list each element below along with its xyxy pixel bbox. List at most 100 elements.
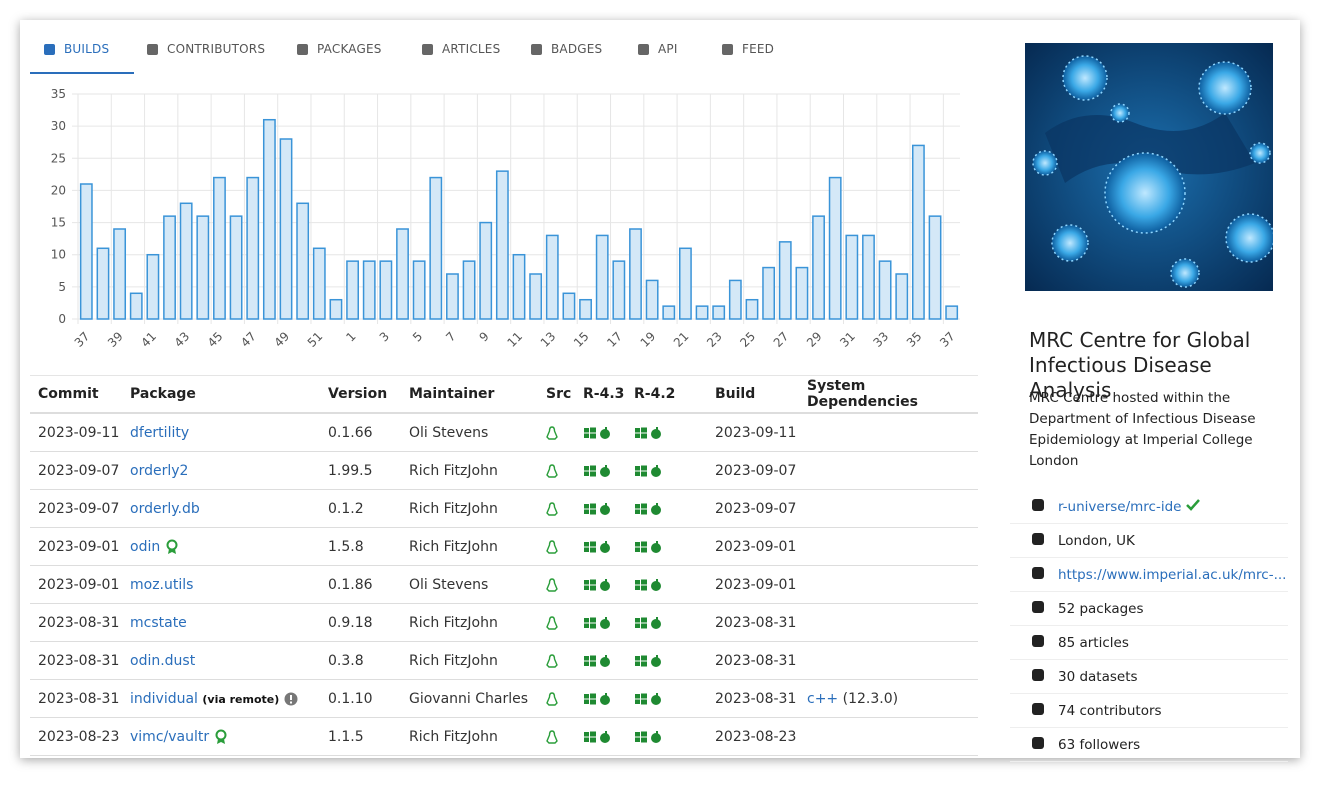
src-status: [538, 527, 575, 566]
bar: [562, 292, 576, 320]
package-link[interactable]: orderly.db: [130, 500, 200, 517]
version: 1.1.5: [320, 717, 401, 756]
src-status: [538, 603, 575, 642]
x-tick-label: 3: [377, 329, 392, 344]
info-text[interactable]: https://www.imperial.ac.uk/mrc-...: [1058, 566, 1287, 583]
tab-icon: [297, 43, 308, 55]
tab[interactable]: PACKAGES: [297, 42, 382, 56]
package-cell: vimc/vaultr: [122, 717, 320, 756]
bar: [679, 247, 692, 320]
x-tick-label: 31: [837, 329, 858, 350]
table-row: 2023-09-07 orderly2 1.99.5 Rich FitzJohn 202…: [30, 451, 978, 490]
x-tick-label: 25: [737, 329, 758, 350]
badge-icon: [166, 539, 178, 554]
package-link[interactable]: orderly2: [130, 462, 189, 479]
info-item: 63 followers: [1010, 728, 1288, 762]
x-tick-label: 43: [172, 329, 193, 350]
bar: [778, 241, 792, 320]
table-row: 2023-08-31 mcstate 0.9.18 Rich FitzJohn 2023…: [30, 603, 978, 642]
package-link[interactable]: dfertility: [130, 424, 190, 441]
table-row: 2023-08-31 odin.dust 0.3.8 Rich FitzJohn 202…: [30, 641, 978, 680]
tab-icon: [147, 43, 158, 55]
x-tick-label: 27: [771, 329, 792, 350]
x-tick-label: 23: [704, 329, 725, 350]
info-item: London, UK: [1010, 524, 1288, 558]
bar: [911, 144, 925, 320]
tab[interactable]: ARTICLES: [422, 42, 500, 56]
item-icon: [1032, 600, 1044, 613]
x-tick-label: 45: [205, 329, 226, 350]
table-row: 2023-08-23 vimc/vaultr 1.1.5 Rich FitzJohn…: [30, 717, 978, 756]
tab-icon: [722, 43, 733, 55]
r43-status: [575, 489, 626, 528]
bar: [163, 215, 176, 320]
tab[interactable]: FEED: [722, 42, 774, 56]
package-link[interactable]: odin: [130, 538, 161, 555]
os-icons: [635, 502, 661, 515]
info-item: 52 packages: [1010, 592, 1288, 626]
os-icons: [635, 540, 661, 553]
r42-status: [626, 565, 707, 604]
org-title: MRC Centre for Global Infectious Disease…: [1029, 328, 1251, 402]
src-status: [538, 565, 575, 604]
r42-status: [626, 489, 707, 528]
package-link[interactable]: vimc/vaultr: [130, 728, 210, 745]
tab[interactable]: API: [638, 42, 678, 56]
bar: [279, 138, 293, 320]
x-tick-label: 1: [343, 329, 358, 344]
maintainer: Oli Stevens: [401, 413, 538, 452]
bar: [612, 260, 626, 320]
commit-date: 2023-09-07: [30, 489, 122, 528]
x-tick-label: 19: [638, 329, 659, 350]
table-row: 2023-08-31 individual (via remote) 0.1.10…: [30, 679, 978, 718]
package-link[interactable]: odin.dust: [130, 652, 196, 669]
package-link[interactable]: individual: [130, 690, 198, 707]
x-tick-label: 51: [305, 329, 326, 350]
commit-date: 2023-09-01: [30, 565, 122, 604]
tab[interactable]: BADGES: [531, 42, 602, 56]
bar: [745, 298, 759, 320]
x-tick-label: 41: [138, 329, 159, 350]
sysdep-name[interactable]: c++: [807, 690, 839, 707]
bar: [479, 221, 493, 320]
x-tick-label: 49: [271, 329, 292, 350]
package-link[interactable]: mcstate: [130, 614, 187, 631]
r42-status: [626, 451, 707, 490]
builds-table: Commit Package Version Maintainer Src R-4.3 R-…: [30, 375, 978, 756]
linux-icon: [546, 425, 558, 440]
x-tick-label: 39: [105, 329, 126, 350]
bar: [446, 273, 459, 320]
maintainer: Rich FitzJohn: [401, 527, 538, 566]
os-icons: [584, 426, 610, 439]
bar: [579, 298, 592, 320]
bar: [129, 292, 143, 320]
bar: [429, 176, 443, 320]
bar: [412, 260, 426, 320]
version: 0.1.66: [320, 413, 401, 452]
tab[interactable]: BUILDS: [44, 42, 109, 56]
os-icons: [635, 692, 661, 705]
tab[interactable]: CONTRIBUTORS: [147, 42, 265, 56]
x-tick-label: 37: [72, 329, 93, 350]
commit-date: 2023-08-23: [30, 717, 122, 756]
src-status: [538, 413, 575, 452]
tab-icon: [422, 43, 433, 55]
package-link[interactable]: moz.utils: [130, 576, 194, 593]
r43-status: [575, 641, 626, 680]
item-icon: [1032, 532, 1044, 545]
x-tick-label: 35: [904, 329, 925, 350]
build-date: 2023-08-31: [707, 641, 799, 680]
x-tick-label: 15: [571, 329, 592, 350]
package-cell: individual (via remote): [122, 679, 320, 718]
linux-icon: [546, 463, 558, 478]
y-tick-label: 0: [58, 312, 66, 326]
commit-date: 2023-08-31: [30, 603, 122, 642]
item-icon: [1032, 634, 1044, 647]
os-icons: [584, 692, 610, 705]
bar: [462, 260, 476, 320]
column-header: Maintainer: [401, 375, 538, 414]
x-tick-label: 13: [538, 329, 559, 350]
info-text[interactable]: r-universe/mrc-ide: [1058, 498, 1182, 515]
bar: [96, 247, 110, 320]
